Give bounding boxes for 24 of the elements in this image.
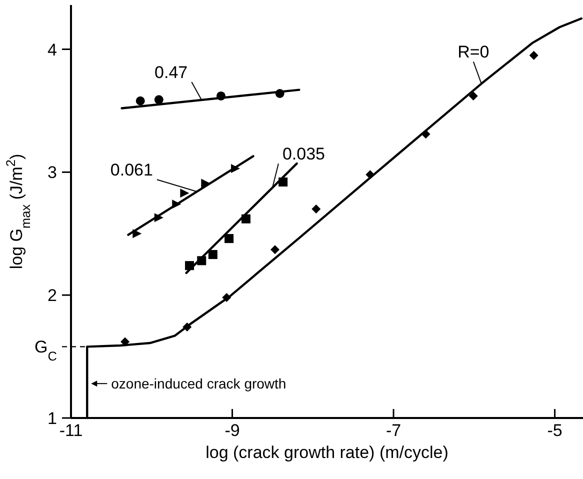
point xyxy=(224,234,234,244)
series-label: 0.035 xyxy=(282,144,326,164)
series-label: R=0 xyxy=(458,42,490,62)
series-label: 0.47 xyxy=(154,62,188,82)
point xyxy=(468,91,478,100)
point xyxy=(312,204,321,214)
series-label: 0.061 xyxy=(110,160,153,180)
point xyxy=(270,245,280,254)
point xyxy=(208,250,218,260)
point xyxy=(136,96,145,106)
ref-line-label: G$_{C}$ xyxy=(34,338,57,364)
point xyxy=(529,50,538,60)
x-tick-label: -7 xyxy=(386,421,402,440)
point xyxy=(154,95,164,104)
y-tick-label: 4 xyxy=(48,40,57,60)
x-tick-label: -5 xyxy=(547,421,562,440)
point xyxy=(180,188,190,198)
y-tick-label: 2 xyxy=(48,286,57,306)
annotation: ozone-induced crack growth xyxy=(111,376,286,392)
y-tick-label: 1 xyxy=(48,409,57,428)
x-axis-title: log (crack growth rate) (m/cycle) xyxy=(206,443,448,462)
x-tick-label: -11 xyxy=(59,421,83,440)
y-tick-label: 3 xyxy=(48,163,57,182)
x-tick-label: -9 xyxy=(224,421,240,440)
